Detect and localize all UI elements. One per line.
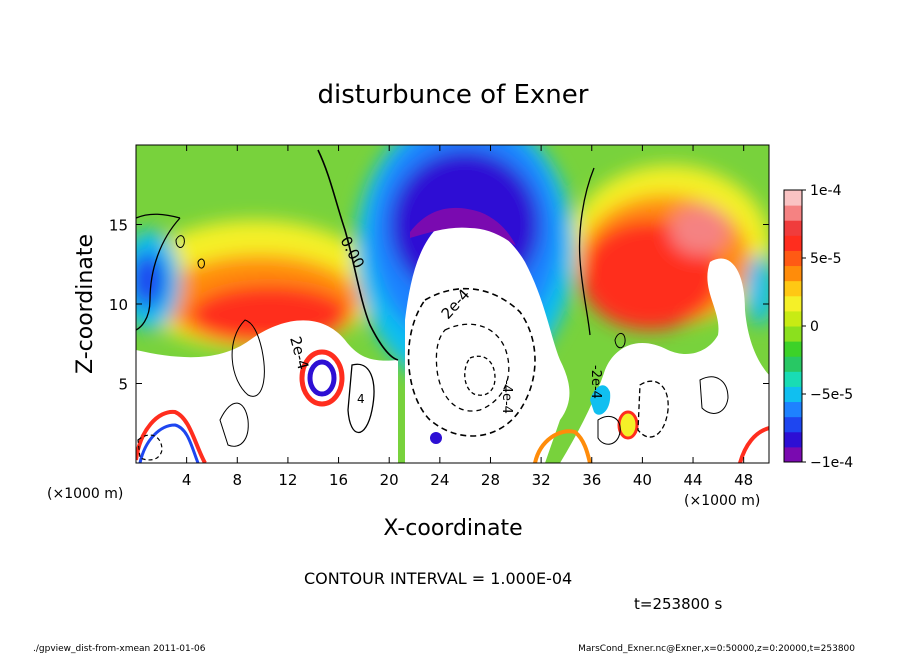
x-tick-label: 36 (582, 471, 601, 489)
minimum-band (410, 207, 516, 246)
colorbar-swatch (784, 235, 802, 251)
field-negative-region (136, 252, 166, 308)
colorbar-swatch (784, 250, 802, 267)
x-tick-label: 8 (233, 471, 243, 489)
colorbar-swatch (784, 431, 802, 448)
local-minimum-cell (430, 432, 442, 444)
x-tick-label: 48 (734, 471, 753, 489)
contour-label: -2e-4 (588, 365, 603, 399)
contour-zero (578, 167, 595, 336)
footer-left: ./gpview_dist-from-xmean 2011-01-06 (33, 644, 206, 654)
colorbar-swatch (784, 371, 802, 387)
y-tick-label: 15 (109, 217, 128, 235)
contour-positive (219, 402, 249, 447)
contour-negative (435, 323, 510, 412)
contour-zero (136, 217, 181, 331)
field-negative-region (746, 255, 769, 325)
y-tick-label: 5 (118, 376, 128, 394)
contour-zero (136, 213, 181, 219)
x-tick-label: 4 (182, 471, 192, 489)
surface-band (138, 423, 200, 463)
contour-positive (175, 235, 185, 248)
surface-band (533, 429, 592, 463)
y-unit-label: (×1000 m) (47, 486, 123, 502)
colorbar-tick-label: −5e-5 (810, 387, 853, 403)
surface-band (136, 409, 207, 463)
chart-title: disturbunce of Exner (318, 80, 589, 110)
colorbar-swatch (784, 401, 802, 418)
contour-zero (317, 149, 399, 361)
contour-positive (197, 258, 205, 269)
x-tick-label: 12 (278, 471, 297, 489)
colorbar-swatch (784, 205, 802, 221)
time-label: t=253800 s (634, 595, 722, 613)
masked-region (560, 258, 769, 463)
contour-label: -4e-4 (499, 380, 514, 414)
contour-label: 4 (357, 392, 365, 406)
x-tick-label: 32 (532, 471, 551, 489)
x-unit-label: (×1000 m) (684, 493, 760, 509)
contour-negative (407, 287, 536, 437)
contour-positive (231, 319, 265, 397)
colorbar: −1e-4 −5e-5 0 5e-5 1e-4 (783, 183, 853, 471)
footer-right: MarsCond_Exner.nc@Exner,x=0:50000,z=0:20… (578, 644, 855, 654)
colorbar-tick-label: −1e-4 (810, 455, 853, 471)
surface-band (738, 426, 769, 463)
x-axis-label: X-coordinate (383, 516, 522, 541)
contour-positive (699, 376, 729, 414)
y-axis-label: Z-coordinate (73, 234, 98, 374)
contour-lines (136, 149, 729, 461)
colorbar-swatch (784, 416, 802, 433)
colorbar-swatch (784, 190, 802, 206)
plot-area: 0.00 2e-4 2e-4 -4e-4 -2e-4 4 (136, 145, 769, 463)
y-tick-label: 10 (109, 296, 128, 314)
colorbar-tick-label: 1e-4 (810, 183, 842, 199)
colorbar-swatch (784, 341, 802, 357)
x-tick-label: 16 (329, 471, 348, 489)
colorbar-swatch (784, 446, 802, 463)
local-minimum-cell (299, 349, 345, 407)
colorbar-swatch (784, 326, 802, 342)
field-positive-region (670, 205, 730, 255)
contour-positive (347, 363, 375, 433)
colorbar-swatch (784, 295, 802, 312)
x-tick-label: 44 (683, 471, 702, 489)
colorbar-tick-label: 5e-5 (810, 251, 841, 267)
y-axis: 5 10 15 (109, 217, 769, 394)
colorbar-swatch (784, 356, 802, 372)
contour-interval-text: CONTOUR INTERVAL = 1.000E-04 (304, 569, 572, 588)
x-tick-label: 28 (481, 471, 500, 489)
masked-region (405, 219, 570, 463)
colorbar-swatch (784, 386, 802, 403)
contour-positive (597, 416, 621, 445)
colorbar-tick-label: 0 (810, 319, 819, 335)
local-minimum-cell (590, 385, 611, 415)
x-tick-label: 40 (633, 471, 652, 489)
x-axis: 4 8 12 16 20 24 28 32 36 40 44 48 (182, 145, 753, 489)
x-tick-label: 20 (380, 471, 399, 489)
local-minimum-cell (307, 359, 337, 397)
local-maximum-cell (617, 410, 639, 440)
colorbar-swatch (784, 310, 802, 327)
colorbar-swatch (784, 220, 802, 236)
colorbar-swatch (784, 265, 802, 282)
contour-positive (614, 333, 626, 349)
colorbar-swatch (784, 280, 802, 297)
contour-negative (637, 380, 669, 438)
x-tick-label: 24 (430, 471, 449, 489)
